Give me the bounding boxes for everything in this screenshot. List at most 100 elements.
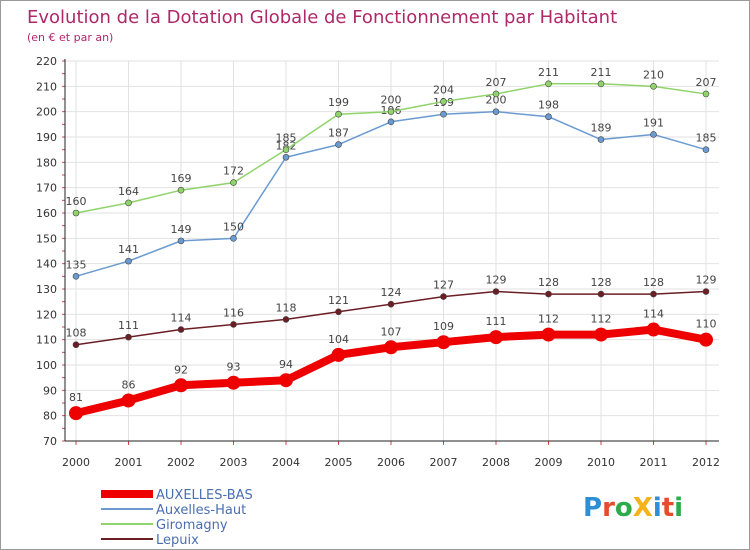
x-tick-label: 2004 xyxy=(272,456,300,469)
y-tick-label: 70 xyxy=(43,435,57,448)
data-point xyxy=(384,340,398,355)
series-auxelles-haut: 135141149150182187196199200198189191185 xyxy=(66,94,717,280)
data-point xyxy=(282,146,290,153)
data-label: 191 xyxy=(643,116,664,129)
data-label: 110 xyxy=(696,318,717,331)
data-label: 182 xyxy=(276,139,297,152)
data-label: 107 xyxy=(381,325,402,338)
data-label: 200 xyxy=(381,94,402,107)
y-tick-label: 90 xyxy=(43,384,57,397)
data-label: 114 xyxy=(171,312,192,325)
data-point xyxy=(177,237,185,245)
data-point xyxy=(72,273,80,280)
data-point xyxy=(387,118,395,126)
data-label: 141 xyxy=(118,243,139,256)
x-tick-labels: 2000 2001 2002 2003 2004 2005 2006 2007 2008 2009… xyxy=(62,456,720,469)
x-tick-label: 2000 xyxy=(62,456,90,469)
data-point xyxy=(125,333,132,341)
data-label: 185 xyxy=(276,132,297,145)
data-point xyxy=(650,131,657,138)
data-label: 128 xyxy=(643,276,664,289)
x-tick-label: 2002 xyxy=(167,456,195,469)
data-label: 121 xyxy=(328,294,349,307)
y-tick-label: 200 xyxy=(36,106,57,119)
y-tick-label: 220 xyxy=(36,55,57,68)
data-label: 210 xyxy=(643,68,664,81)
data-point xyxy=(177,186,185,194)
data-point xyxy=(440,98,447,105)
data-label: 200 xyxy=(486,94,507,107)
data-label: 150 xyxy=(223,220,244,233)
data-point xyxy=(646,322,661,337)
data-point xyxy=(387,108,395,115)
data-label: 124 xyxy=(381,286,402,299)
data-label: 116 xyxy=(223,306,244,319)
legend-label: AUXELLES-BAS xyxy=(156,488,253,503)
data-point xyxy=(335,308,342,316)
x-tick-label: 2005 xyxy=(325,456,353,469)
axes xyxy=(62,59,719,445)
data-label: 111 xyxy=(118,319,139,332)
y-tick-label: 160 xyxy=(36,207,57,220)
data-point xyxy=(230,179,237,186)
logo-text: ProXiti xyxy=(583,493,683,523)
data-label: 198 xyxy=(538,99,559,112)
grid xyxy=(65,60,719,442)
y-tick-label: 130 xyxy=(36,283,57,296)
data-point xyxy=(594,327,608,342)
y-tick-label: 150 xyxy=(36,232,57,245)
data-label: 129 xyxy=(696,274,717,287)
series-auxelles-bas: 81 86 92 93 94 104 107 109 111 112 112 114 110 xyxy=(69,308,717,421)
data-label: 93 xyxy=(227,361,241,374)
data-label: 114 xyxy=(643,308,664,321)
x-tick-label: 2001 xyxy=(115,456,143,469)
data-label: 207 xyxy=(486,76,507,89)
y-tick-label: 180 xyxy=(36,156,57,169)
y-tick-label: 190 xyxy=(36,131,57,144)
data-label: 128 xyxy=(538,276,559,289)
data-label: 160 xyxy=(66,195,87,208)
data-point xyxy=(282,316,290,323)
data-label: 211 xyxy=(538,66,559,79)
data-label: 109 xyxy=(433,320,454,333)
x-tick-label: 2003 xyxy=(220,456,248,469)
y-tick-label: 120 xyxy=(36,308,57,321)
data-label: 129 xyxy=(486,274,507,287)
data-point xyxy=(702,146,710,153)
data-point xyxy=(226,375,241,390)
data-point xyxy=(177,326,185,333)
x-tick-label: 2012 xyxy=(692,456,720,469)
legend-label: Giromagny xyxy=(156,518,228,533)
x-tick-label: 2010 xyxy=(587,456,615,469)
data-label: 86 xyxy=(122,378,136,391)
data-label: 172 xyxy=(223,165,244,178)
data-point xyxy=(545,113,552,121)
proxiti-logo: ProXiti xyxy=(583,493,683,523)
data-label: 199 xyxy=(328,96,349,109)
data-point xyxy=(597,290,605,298)
data-label: 187 xyxy=(328,127,349,140)
data-point xyxy=(72,341,80,349)
x-tick-label: 2009 xyxy=(535,456,563,469)
series-layer: 1351411491501821871961992001981891911851… xyxy=(66,66,717,421)
y-tick-label: 210 xyxy=(36,80,57,93)
data-point xyxy=(492,90,500,98)
data-label: 207 xyxy=(696,76,717,89)
data-point xyxy=(699,332,713,347)
y-tick-label: 100 xyxy=(36,359,57,372)
data-point xyxy=(230,235,237,242)
data-point xyxy=(436,335,451,350)
data-point xyxy=(650,83,657,90)
data-point xyxy=(489,330,503,345)
x-tick-label: 2011 xyxy=(640,456,668,469)
data-point xyxy=(440,293,447,300)
data-point xyxy=(440,110,447,118)
data-point xyxy=(335,110,342,118)
data-point xyxy=(69,406,83,421)
x-tick-label: 2007 xyxy=(430,456,458,469)
legend-label: Lepuix xyxy=(156,533,199,548)
data-point xyxy=(492,288,500,295)
data-label: 211 xyxy=(591,66,612,79)
